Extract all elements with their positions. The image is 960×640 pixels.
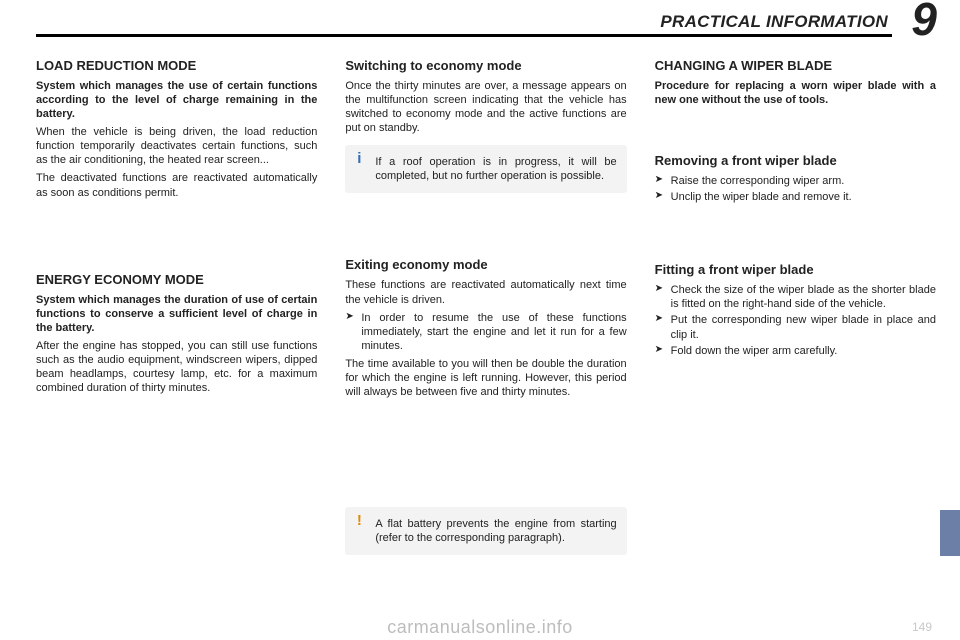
list-item: Unclip the wiper blade and remove it.: [655, 190, 936, 204]
list-item: In order to resume the use of these func…: [345, 311, 626, 353]
list-item: Put the corresponding new wiper blade in…: [655, 313, 936, 341]
callout-text: A flat battery prevents the engine from …: [375, 518, 616, 544]
header-rule: [36, 34, 892, 37]
list-item: Check the size of the wiper blade as the…: [655, 283, 936, 311]
info-icon: i: [351, 151, 367, 167]
heading-fitting: Fitting a front wiper blade: [655, 262, 936, 277]
warning-callout: ! A flat battery prevents the engine fro…: [345, 507, 626, 555]
column-3: CHANGING A WIPER BLADE Procedure for rep…: [655, 50, 936, 555]
header-title: PRACTICAL INFORMATION: [660, 12, 888, 32]
para: When the vehicle is being driven, the lo…: [36, 125, 317, 167]
list: Check the size of the wiper blade as the…: [655, 283, 936, 357]
para: After the engine has stopped, you can st…: [36, 339, 317, 395]
list-item: Fold down the wiper arm carefully.: [655, 344, 936, 358]
warning-icon: !: [351, 513, 367, 529]
heading-energy-economy: ENERGY ECONOMY MODE: [36, 272, 317, 287]
list: Raise the corresponding wiper arm. Uncli…: [655, 174, 936, 204]
watermark: carmanualsonline.info: [0, 617, 960, 638]
para: The time available to you will then be d…: [345, 357, 626, 399]
column-1: LOAD REDUCTION MODE System which manages…: [36, 50, 317, 555]
para: The deactivated functions are reactivate…: [36, 171, 317, 199]
heading-load-reduction: LOAD REDUCTION MODE: [36, 58, 317, 73]
heading-switching: Switching to economy mode: [345, 58, 626, 73]
heading-changing-wiper: CHANGING A WIPER BLADE: [655, 58, 936, 73]
heading-removing: Removing a front wiper blade: [655, 153, 936, 168]
para: Once the thirty minutes are over, a mess…: [345, 79, 626, 135]
list: In order to resume the use of these func…: [345, 311, 626, 353]
columns: LOAD REDUCTION MODE System which manages…: [36, 50, 936, 555]
para: System which manages the use of certain …: [36, 79, 317, 121]
callout-text: If a roof operation is in progress, it w…: [375, 156, 616, 182]
column-2: Switching to economy mode Once the thirt…: [345, 50, 626, 555]
heading-exiting: Exiting economy mode: [345, 257, 626, 272]
info-callout: i If a roof operation is in progress, it…: [345, 145, 626, 193]
header-bar: PRACTICAL INFORMATION 9: [36, 14, 936, 40]
page-container: PRACTICAL INFORMATION 9 LOAD REDUCTION M…: [36, 14, 936, 614]
para: These functions are reactivated automati…: [345, 278, 626, 306]
section-edge-tab: [940, 510, 960, 556]
para: Procedure for replacing a worn wiper bla…: [655, 79, 936, 107]
chapter-number: 9: [911, 0, 936, 46]
list-item: Raise the corresponding wiper arm.: [655, 174, 936, 188]
para: System which manages the duration of use…: [36, 293, 317, 335]
